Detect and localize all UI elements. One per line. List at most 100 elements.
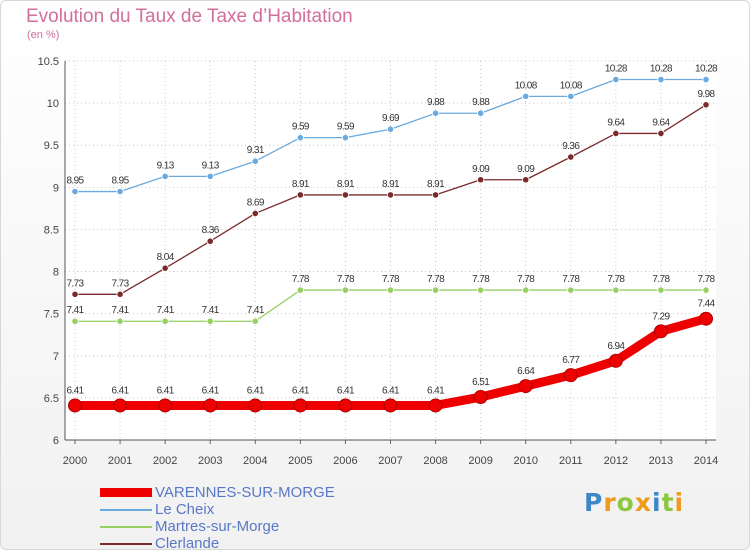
data-label-clerlande: 8.04 bbox=[157, 252, 175, 263]
data-point-le-cheix bbox=[477, 109, 485, 117]
data-label-le-cheix: 9.88 bbox=[472, 97, 490, 108]
data-label-varennes-sur-morge: 6.41 bbox=[66, 385, 84, 396]
x-tick-label: 2014 bbox=[694, 455, 718, 467]
data-label-martres-sur-morge: 7.78 bbox=[697, 274, 715, 285]
data-label-varennes-sur-morge: 6.41 bbox=[427, 385, 445, 396]
data-label-le-cheix: 9.13 bbox=[202, 160, 220, 171]
data-point-clerlande bbox=[612, 129, 620, 138]
y-tick-label: 6 bbox=[53, 435, 59, 447]
data-point-martres-sur-morge bbox=[612, 286, 620, 294]
data-label-le-cheix: 9.69 bbox=[382, 113, 400, 124]
data-point-clerlande bbox=[296, 191, 304, 199]
data-point-martres-sur-morge bbox=[431, 286, 440, 294]
data-point-martres-sur-morge bbox=[567, 286, 575, 294]
data-point-clerlande bbox=[567, 153, 575, 161]
y-tick-label: 7.5 bbox=[44, 309, 59, 321]
legend-swatch-le-cheix bbox=[100, 509, 152, 511]
y-tick-label: 10 bbox=[47, 98, 59, 110]
x-tick-label: 2004 bbox=[243, 455, 267, 467]
data-point-clerlande bbox=[431, 191, 440, 199]
data-label-le-cheix: 8.95 bbox=[112, 176, 130, 187]
data-label-varennes-sur-morge: 7.29 bbox=[652, 311, 670, 322]
data-point-varennes-sur-morge bbox=[608, 353, 623, 368]
data-point-clerlande bbox=[251, 209, 259, 218]
logo-letter: i bbox=[674, 488, 685, 517]
x-tick-label: 2006 bbox=[333, 455, 357, 467]
data-label-martres-sur-morge: 7.78 bbox=[517, 274, 535, 285]
data-label-le-cheix: 9.31 bbox=[247, 145, 265, 156]
data-label-clerlande: 8.91 bbox=[427, 179, 445, 190]
logo-letter: i bbox=[652, 488, 662, 517]
chart-unit: (en %) bbox=[27, 29, 60, 41]
data-label-le-cheix: 10.28 bbox=[650, 64, 673, 75]
data-point-clerlande bbox=[702, 101, 710, 109]
data-label-le-cheix: 10.08 bbox=[560, 80, 583, 91]
data-label-clerlande: 8.36 bbox=[202, 225, 220, 236]
y-tick-label: 9.5 bbox=[44, 140, 59, 152]
data-label-le-cheix: 9.88 bbox=[427, 97, 445, 108]
data-point-martres-sur-morge bbox=[161, 317, 169, 325]
data-point-le-cheix bbox=[657, 75, 665, 84]
x-tick-label: 2008 bbox=[423, 455, 447, 467]
data-label-clerlande: 9.09 bbox=[517, 164, 535, 175]
data-point-varennes-sur-morge bbox=[293, 398, 308, 413]
data-point-clerlande bbox=[71, 290, 79, 298]
legend-swatch-varennes-sur-morge bbox=[100, 488, 152, 497]
data-point-martres-sur-morge bbox=[251, 317, 259, 325]
data-label-le-cheix: 10.28 bbox=[695, 64, 718, 75]
data-label-clerlande: 8.91 bbox=[337, 179, 355, 190]
data-label-clerlande: 7.73 bbox=[66, 278, 84, 289]
data-point-varennes-sur-morge bbox=[383, 398, 398, 413]
legend-label-varennes-sur-morge: VARENNES-SUR-MORGE bbox=[155, 484, 335, 501]
data-point-clerlande bbox=[161, 264, 169, 272]
data-label-varennes-sur-morge: 6.41 bbox=[202, 385, 220, 396]
data-label-martres-sur-morge: 7.78 bbox=[382, 274, 400, 285]
y-tick-label: 10.5 bbox=[38, 56, 59, 68]
data-point-clerlande bbox=[341, 191, 350, 199]
data-label-martres-sur-morge: 7.41 bbox=[66, 305, 84, 316]
data-label-varennes-sur-morge: 6.41 bbox=[292, 385, 310, 396]
data-point-varennes-sur-morge bbox=[68, 398, 82, 413]
legend-swatch-clerlande bbox=[100, 543, 152, 545]
data-point-varennes-sur-morge bbox=[518, 379, 533, 394]
data-label-varennes-sur-morge: 6.94 bbox=[607, 341, 625, 352]
legend-label-martres-sur-morge: Martres-sur-Morge bbox=[155, 518, 280, 535]
logo-letter: t bbox=[661, 488, 675, 517]
logo-letter: x bbox=[634, 488, 652, 517]
data-point-varennes-sur-morge bbox=[653, 324, 668, 339]
data-label-le-cheix: 10.28 bbox=[605, 64, 628, 75]
x-tick-label: 2011 bbox=[559, 455, 583, 467]
legend-label-le-cheix: Le Cheix bbox=[155, 501, 215, 518]
data-point-martres-sur-morge bbox=[116, 317, 124, 325]
data-label-clerlande: 8.91 bbox=[292, 179, 310, 190]
data-label-martres-sur-morge: 7.41 bbox=[112, 305, 130, 316]
y-tick-label: 8 bbox=[53, 267, 59, 279]
data-point-martres-sur-morge bbox=[206, 317, 214, 325]
data-point-le-cheix bbox=[522, 92, 530, 100]
x-tick-label: 2010 bbox=[513, 455, 537, 467]
data-point-le-cheix bbox=[386, 125, 395, 133]
data-label-varennes-sur-morge: 6.41 bbox=[247, 385, 265, 396]
data-label-clerlande: 7.73 bbox=[112, 278, 130, 289]
logo-letter: r bbox=[603, 488, 617, 517]
data-point-martres-sur-morge bbox=[702, 286, 710, 294]
y-tick-label: 9 bbox=[53, 182, 59, 194]
data-label-martres-sur-morge: 7.78 bbox=[292, 274, 310, 285]
data-point-martres-sur-morge bbox=[522, 286, 530, 294]
legend-label-clerlande: Clerlande bbox=[155, 535, 220, 552]
x-tick-label: 2005 bbox=[288, 455, 312, 467]
data-point-le-cheix bbox=[71, 187, 79, 196]
x-tick-label: 2003 bbox=[198, 455, 222, 467]
data-point-le-cheix bbox=[161, 172, 169, 180]
x-tick-label: 2002 bbox=[153, 455, 177, 467]
data-label-varennes-sur-morge: 6.41 bbox=[157, 385, 175, 396]
data-point-le-cheix bbox=[116, 187, 124, 196]
data-label-le-cheix: 9.59 bbox=[292, 122, 310, 133]
x-tick-label: 2009 bbox=[468, 455, 492, 467]
data-point-clerlande bbox=[206, 237, 214, 245]
data-point-clerlande bbox=[386, 191, 395, 199]
data-label-clerlande: 9.64 bbox=[652, 117, 670, 128]
data-point-martres-sur-morge bbox=[296, 286, 304, 294]
data-label-varennes-sur-morge: 6.64 bbox=[517, 366, 535, 377]
data-label-martres-sur-morge: 7.41 bbox=[157, 305, 175, 316]
